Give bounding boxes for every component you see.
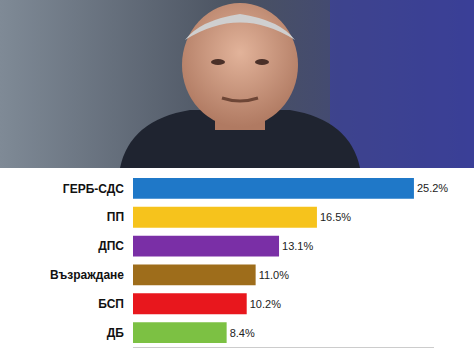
svg-text:11.0%: 11.0% <box>259 269 290 281</box>
svg-text:16.5%: 16.5% <box>320 211 351 223</box>
svg-text:13.1%: 13.1% <box>282 240 313 252</box>
svg-text:25.2%: 25.2% <box>417 182 448 194</box>
svg-text:ДБ: ДБ <box>107 326 125 340</box>
svg-text:10.2%: 10.2% <box>250 298 281 310</box>
svg-text:ГЕРБ-СДС: ГЕРБ-СДС <box>63 182 124 196</box>
svg-text:8.4%: 8.4% <box>230 327 255 339</box>
svg-text:ПП: ПП <box>107 210 124 224</box>
svg-text:Възраждане: Възраждане <box>50 268 124 282</box>
svg-text:БСП: БСП <box>98 297 124 311</box>
svg-text:ДПС: ДПС <box>98 239 124 253</box>
